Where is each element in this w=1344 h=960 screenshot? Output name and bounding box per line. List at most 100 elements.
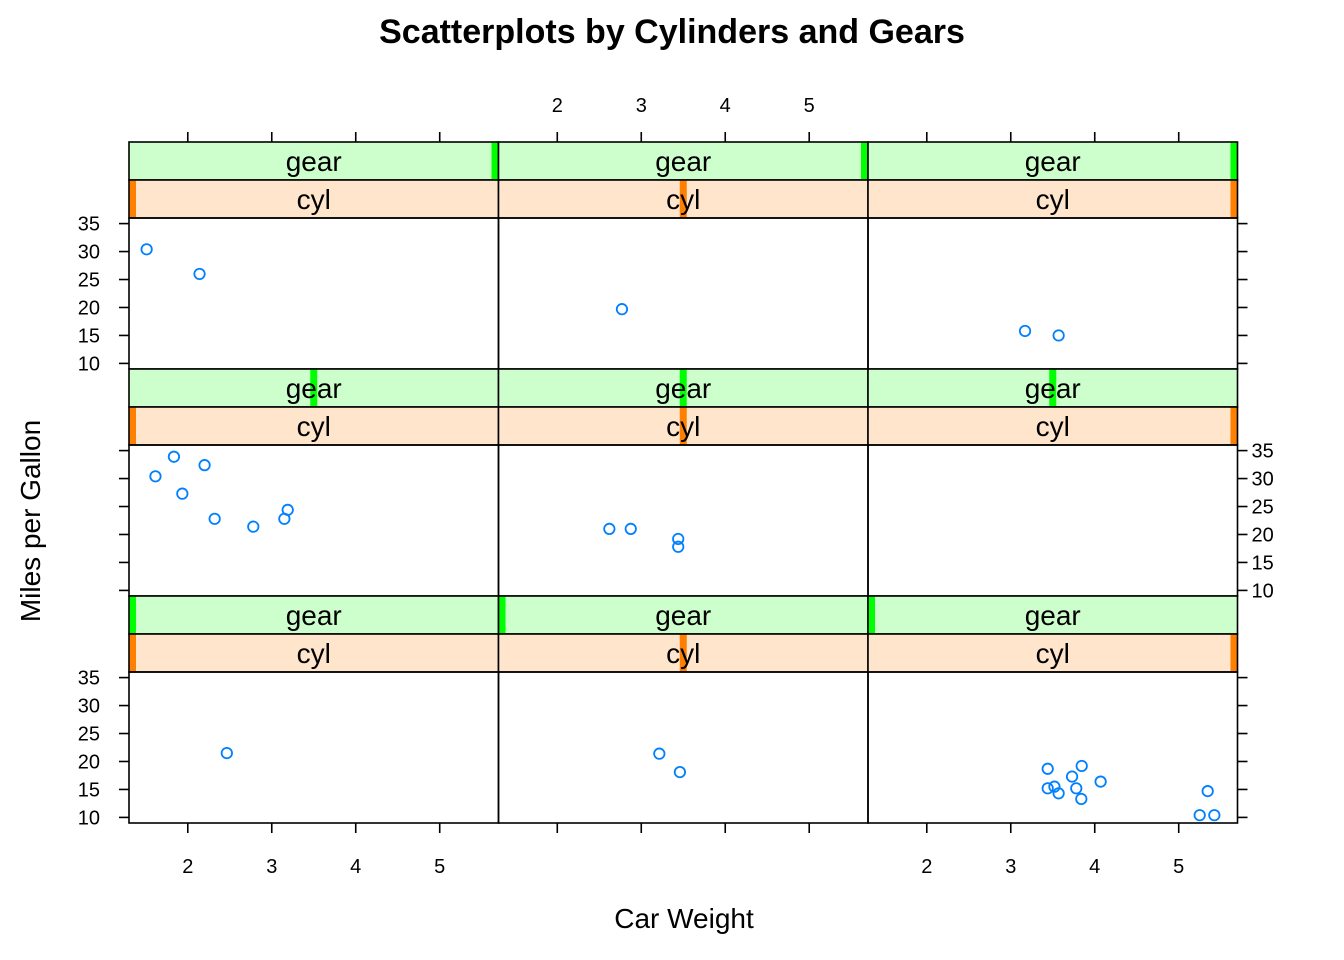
data-point bbox=[1041, 762, 1054, 775]
gear-level-bar bbox=[1230, 142, 1238, 180]
cyl-level-bar bbox=[679, 407, 687, 445]
panel-frame bbox=[867, 671, 1239, 824]
data-point bbox=[281, 503, 294, 516]
y-tick-label: 10 bbox=[78, 807, 100, 829]
y-tick-label: 10 bbox=[78, 353, 100, 375]
data-point bbox=[1201, 785, 1214, 798]
panel-2-2: gear cyl bbox=[497, 368, 869, 597]
x-axis-label: Car Weight bbox=[614, 903, 754, 934]
gear-strip bbox=[868, 142, 1238, 180]
gear-strip-label: gear bbox=[1025, 146, 1081, 177]
y-tick-label: 25 bbox=[78, 270, 100, 292]
panel-frame bbox=[497, 671, 869, 824]
cyl-strip bbox=[129, 634, 499, 672]
x-tick-label: 3 bbox=[1005, 856, 1016, 878]
data-point bbox=[198, 459, 211, 472]
panel-frame bbox=[497, 444, 869, 597]
gear-strip-label: gear bbox=[1025, 373, 1081, 404]
gear-strip-label: gear bbox=[655, 146, 711, 177]
gear-level-bar bbox=[861, 142, 868, 180]
y-tick-label: 30 bbox=[1252, 469, 1274, 491]
cyl-level-bar bbox=[1230, 407, 1238, 445]
gear-level-bar bbox=[310, 369, 318, 407]
panel-frame bbox=[867, 217, 1239, 370]
cyl-strip-label: cyl bbox=[297, 638, 331, 669]
data-point bbox=[140, 243, 153, 256]
gear-strip-label: gear bbox=[655, 373, 711, 404]
panel-frame bbox=[867, 444, 1239, 597]
data-point bbox=[1018, 324, 1032, 338]
x-tick-label: 5 bbox=[1173, 856, 1184, 878]
x-tick-label: 4 bbox=[350, 856, 361, 878]
x-tick-label: 4 bbox=[1089, 856, 1100, 878]
gear-strip-label: gear bbox=[286, 600, 342, 631]
data-point bbox=[653, 747, 666, 760]
gear-strip bbox=[498, 142, 868, 180]
y-tick-label: 10 bbox=[1252, 580, 1274, 602]
data-point bbox=[624, 522, 637, 535]
y-tick-label: 30 bbox=[78, 242, 100, 264]
cyl-strip-label: cyl bbox=[1036, 411, 1070, 442]
panel-2-3: gear cyl bbox=[867, 368, 1239, 597]
gear-level-bar bbox=[1049, 369, 1057, 407]
panel-3-3: gear cyl bbox=[867, 595, 1239, 824]
y-tick-label: 20 bbox=[78, 751, 100, 773]
cyl-strip bbox=[868, 634, 1238, 672]
y-tick-label: 25 bbox=[1252, 497, 1274, 519]
x-tick-label: 3 bbox=[636, 95, 647, 117]
cyl-level-bar bbox=[679, 180, 687, 218]
data-point bbox=[615, 303, 629, 316]
data-point bbox=[1075, 792, 1088, 806]
gear-strip-label: gear bbox=[286, 373, 342, 404]
data-point bbox=[1065, 770, 1079, 783]
panel-frame bbox=[128, 444, 500, 597]
cyl-strip-label: cyl bbox=[1036, 638, 1070, 669]
cyl-level-bar bbox=[1230, 634, 1238, 672]
x-tick-label: 3 bbox=[266, 856, 277, 878]
data-point bbox=[1094, 775, 1107, 788]
x-tick-label: 5 bbox=[434, 856, 445, 878]
y-axis-label: Miles per Gallon bbox=[15, 420, 46, 622]
gear-level-bar bbox=[679, 369, 687, 407]
panel-1-2: gear cyl bbox=[497, 141, 869, 370]
cyl-strip bbox=[129, 407, 499, 445]
gear-strip-label: gear bbox=[655, 600, 711, 631]
gear-level-bar bbox=[868, 596, 875, 634]
cyl-level-bar bbox=[129, 180, 136, 218]
gear-strip-label: gear bbox=[286, 146, 342, 177]
cyl-level-bar bbox=[129, 407, 136, 445]
x-tick-label: 4 bbox=[720, 95, 731, 117]
panel-frame bbox=[128, 217, 500, 370]
cyl-strip-label: cyl bbox=[666, 411, 700, 442]
x-tick-label: 2 bbox=[182, 856, 193, 878]
y-tick-label: 15 bbox=[1252, 552, 1274, 574]
data-point bbox=[193, 267, 206, 281]
panel-1-1: gear cyl bbox=[128, 141, 500, 370]
gear-strip bbox=[129, 142, 499, 180]
panel-1-3: gear cyl bbox=[867, 141, 1239, 370]
axes: 2 3 4 5 2 3 4 5 2 3 4 5 10 15 20 25 30 35 10 15 20 25 30 35 10 15… bbox=[78, 95, 1274, 878]
data-point bbox=[167, 450, 181, 463]
panel-grid: gear cyl gear cyl gear cyl gear cyl gear cyl gear c… bbox=[78, 95, 1274, 878]
data-point bbox=[220, 746, 233, 760]
x-tick-label: 2 bbox=[552, 95, 563, 117]
data-point bbox=[1193, 809, 1206, 822]
gear-level-bar bbox=[498, 596, 506, 634]
panel-frame bbox=[128, 671, 500, 824]
y-tick-label: 20 bbox=[78, 297, 100, 319]
y-tick-label: 35 bbox=[78, 668, 100, 690]
x-tick-label: 5 bbox=[804, 95, 815, 117]
cyl-strip-label: cyl bbox=[666, 638, 700, 669]
x-tick-label: 2 bbox=[921, 856, 932, 878]
data-point bbox=[603, 522, 616, 535]
y-tick-label: 35 bbox=[1252, 441, 1274, 463]
y-tick-label: 30 bbox=[78, 696, 100, 718]
panel-2-1: gear cyl bbox=[128, 368, 500, 597]
cyl-strip bbox=[129, 180, 499, 218]
data-point bbox=[247, 520, 260, 533]
gear-strip-label: gear bbox=[1025, 600, 1081, 631]
cyl-strip-label: cyl bbox=[297, 184, 331, 215]
data-point bbox=[673, 766, 686, 779]
data-point bbox=[1070, 782, 1083, 795]
